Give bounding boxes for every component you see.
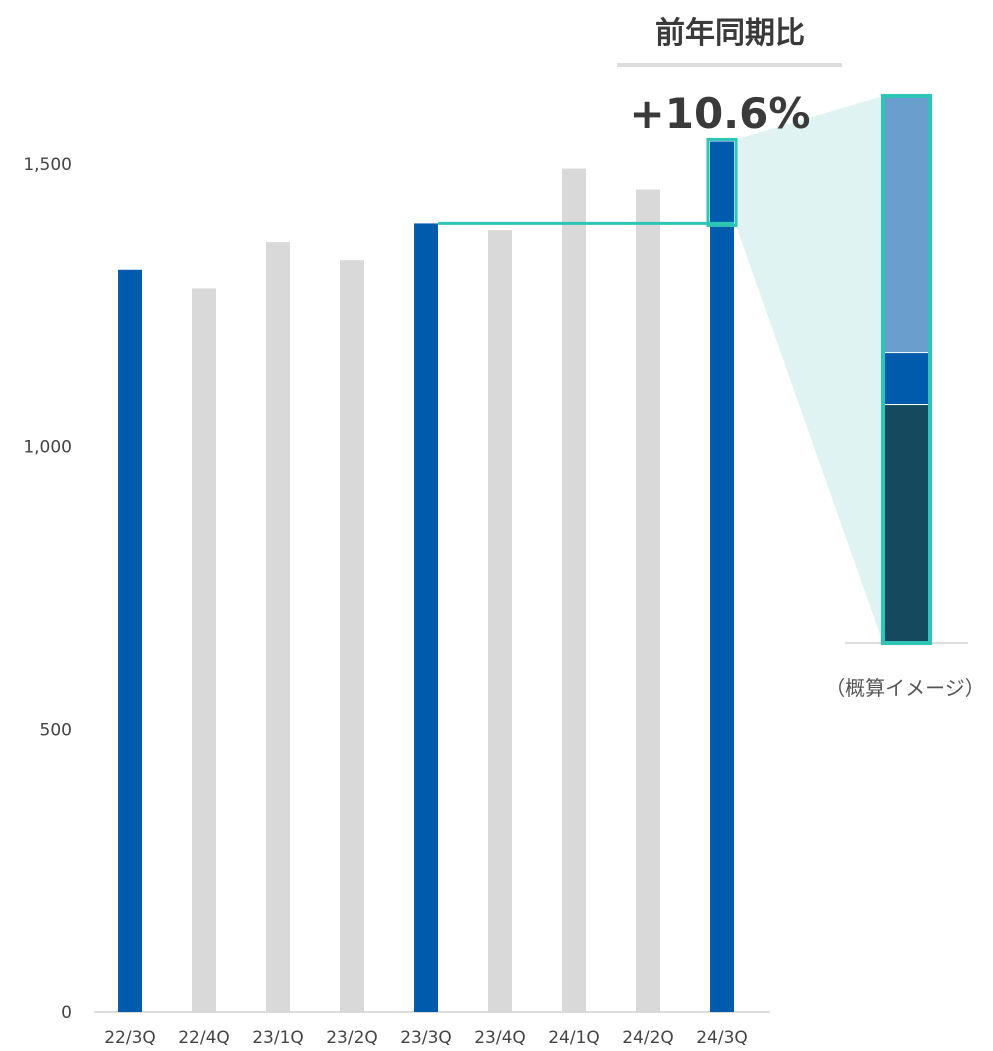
callout-layer [736, 96, 883, 643]
y-tick-label: 1,000 [23, 438, 72, 458]
bar [340, 260, 364, 1012]
y-tick-label: 500 [40, 720, 72, 740]
bar [488, 230, 512, 1012]
connector-layer [438, 137, 738, 227]
bar [192, 288, 216, 1012]
bar [562, 168, 586, 1012]
x-tick-label: 24/2Q [622, 1028, 674, 1048]
yoy-value: +10.6% [630, 89, 811, 138]
x-tick-label: 23/3Q [400, 1028, 452, 1048]
x-tick-label: 23/2Q [326, 1028, 378, 1048]
y-tick-label: 0 [61, 1003, 72, 1023]
bar [636, 189, 660, 1012]
bars-layer [118, 141, 734, 1013]
breakdown-outline [881, 94, 932, 645]
yoy-increase-box [706, 137, 738, 227]
x-tick-label: 24/1Q [548, 1028, 600, 1048]
bar [118, 269, 142, 1013]
x-tick-label: 24/3Q [696, 1028, 748, 1048]
bar [710, 141, 734, 1013]
x-tick-label: 23/4Q [474, 1028, 526, 1048]
x-tick-label: 22/3Q [104, 1028, 156, 1048]
axis-layer: 0 500 1,000 1,500 22/3Q 22/4Q 23/1Q 23/2Q 23/3Q 2… [23, 155, 770, 1048]
bar [266, 242, 290, 1013]
bar [414, 223, 438, 1013]
breakdown-segment-top [883, 96, 930, 354]
zoom-callout [736, 96, 883, 643]
breakdown-segment-bottom [883, 405, 930, 643]
breakdown-note: （概算イメージ） [825, 676, 985, 700]
breakdown-layer [845, 94, 968, 645]
x-tick-label: 22/4Q [178, 1028, 230, 1048]
breakdown-segment-middle [883, 353, 930, 406]
yoy-title: 前年同期比 [655, 16, 805, 51]
y-tick-label: 1,500 [23, 155, 72, 175]
x-tick-label: 23/1Q [252, 1028, 304, 1048]
